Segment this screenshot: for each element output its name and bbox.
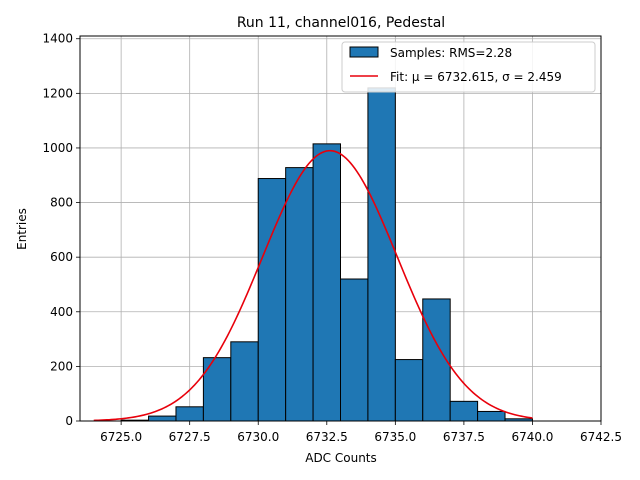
y-tick-label: 400 (50, 305, 73, 319)
y-tick-label: 1200 (42, 86, 73, 100)
legend-label-fit: Fit: μ = 6732.615, σ = 2.459 (390, 70, 562, 84)
gaussian-fit (93, 149, 533, 422)
histogram-bar (477, 410, 506, 422)
histogram-bar (202, 357, 232, 422)
y-tick-label: 200 (50, 359, 73, 373)
y-tick-label: 0 (65, 414, 73, 428)
y-tick-label: 600 (50, 250, 73, 264)
fit-curve (93, 149, 533, 422)
histogram-bar (148, 415, 177, 422)
y-tick-label: 1400 (42, 32, 73, 46)
x-tick-label: 6725.0 (100, 430, 142, 444)
chart-title: Run 11, channel016, Pedestal (237, 15, 445, 31)
legend-box (341, 41, 596, 93)
x-axis-label: ADC Counts (305, 451, 377, 465)
x-tick-label: 6730.0 (237, 430, 279, 444)
y-tick-label: 1000 (42, 141, 73, 155)
histogram-bar (367, 87, 396, 422)
histogram-bar (312, 143, 342, 422)
histogram-bars (120, 87, 533, 422)
histogram-bar (257, 178, 287, 422)
x-tick-label: 6727.5 (169, 430, 211, 444)
histogram-bar (175, 406, 204, 422)
y-tick-label: 800 (50, 196, 73, 210)
plot-frame (79, 35, 602, 422)
y-axis-label: Entries (15, 208, 29, 250)
histogram-bar (230, 341, 259, 422)
x-tick-label: 6737.5 (443, 430, 485, 444)
x-tick-label: 6740.0 (511, 430, 553, 444)
x-tick-label: 6735.0 (374, 430, 416, 444)
x-tick-label: 6742.5 (580, 430, 622, 444)
legend: Samples: RMS=2.28 Fit: μ = 6732.615, σ =… (341, 41, 596, 93)
x-axis-ticks: 6725.0 6727.5 6730.0 6732.5 6735.0 6737.5 6740… (100, 421, 622, 444)
histogram-bar (394, 359, 424, 422)
histogram-bar (340, 278, 369, 422)
histogram-bar (449, 400, 479, 422)
legend-label-samples: Samples: RMS=2.28 (390, 46, 512, 60)
histogram-bar (285, 167, 314, 422)
y-axis-ticks: 0 200 400 600 800 1000 1200 1400 (42, 32, 80, 428)
legend-swatch-samples (349, 46, 379, 58)
x-tick-label: 6732.5 (306, 430, 348, 444)
